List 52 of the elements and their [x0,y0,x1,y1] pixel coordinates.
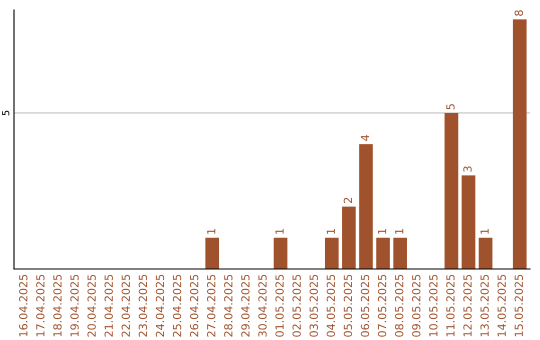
x-tick-label: 29.04.2025 [241,274,250,337]
x-tick-label: 18.04.2025 [53,274,62,336]
x-tick-label: 16.04.2025 [19,274,28,336]
data-label: 5 [446,104,455,110]
x-tick-label: 22.04.2025 [122,274,130,337]
data-label: 1 [326,228,335,234]
x-tick-label: 11.05.2025 [446,274,455,336]
x-tick-label: 26.04.2025 [190,274,198,337]
x-tick-label: 27.04.2025 [207,274,216,337]
bar [274,238,288,269]
x-tick-label: 30.04.2025 [258,274,267,337]
x-tick-label: 15.05.2025 [514,274,523,336]
bar [478,238,492,269]
bar [444,112,458,269]
data-label: 4 [360,134,370,141]
bar [462,175,476,269]
x-tick-label: 06.05.2025 [360,274,370,337]
data-label: 1 [395,228,404,234]
data-label: 3 [463,166,472,172]
x-tick-label: 23.04.2025 [138,274,148,337]
x-tick-label: 24.04.2025 [156,274,164,337]
x-tick-label: 17.04.2025 [36,274,45,336]
bar [324,238,339,269]
bar [376,238,390,269]
bar [359,144,373,269]
x-tick-label: 09.05.2025 [412,274,420,337]
data-label: 8 [514,10,523,16]
data-label: 1 [276,228,284,234]
x-tick-label: 25.04.2025 [172,274,182,337]
data-label: 1 [207,228,216,234]
data-label: 1 [480,228,489,234]
x-tick-label: 28.04.2025 [224,274,233,337]
x-tick-label: 12.05.2025 [463,274,472,336]
x-tick-label: 04.05.2025 [326,274,336,337]
bar [205,238,220,269]
x-tick-label: 07.05.2025 [378,274,386,337]
x-tick-label: 21.04.2025 [104,274,113,337]
x-tick-label: 02.05.2025 [292,274,301,337]
bar [393,238,407,269]
x-tick-label: 08.05.2025 [394,274,404,337]
bar [512,19,527,269]
bar [342,206,356,269]
x-tick-label: 03.05.2025 [310,274,318,337]
x-tick-label: 19.04.2025 [70,274,79,336]
x-tick-label: 01.05.2025 [275,274,284,337]
x-tick-label: 05.05.2025 [344,274,352,337]
x-tick-label: 14.05.2025 [497,274,506,336]
data-label: 1 [378,228,386,234]
data-label: 2 [344,198,352,203]
x-tick-label: 10.05.2025 [429,274,438,336]
x-tick-label: 20.04.2025 [87,274,96,337]
x-tick-label: 13.05.2025 [480,274,489,336]
